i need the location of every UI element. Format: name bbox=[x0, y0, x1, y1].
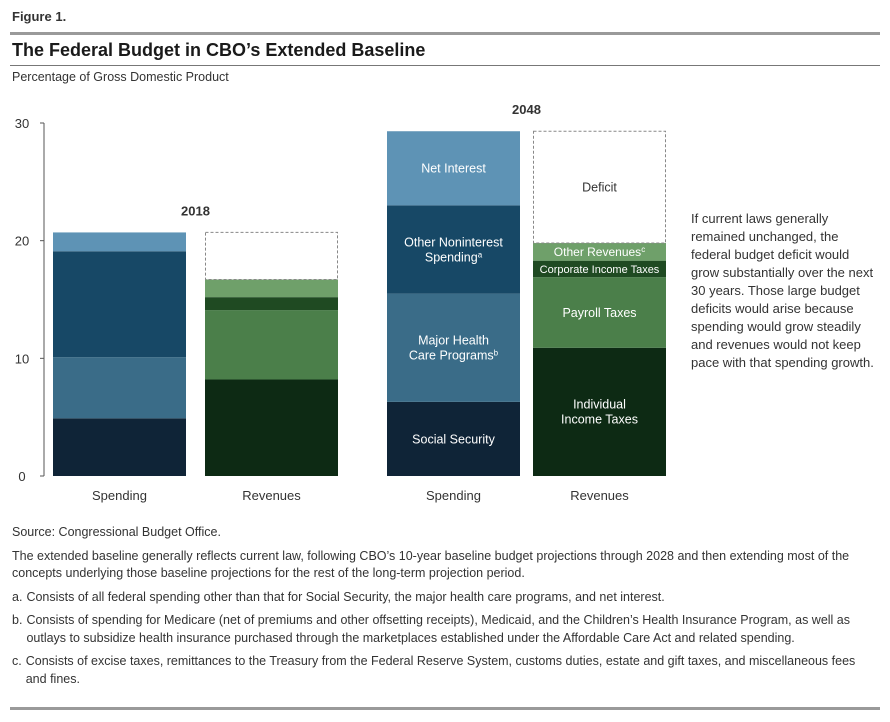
footnote-key: a. bbox=[12, 589, 23, 604]
individual-income-taxes-label: Individual Income Taxes bbox=[561, 398, 638, 427]
year-label: 2018 bbox=[181, 203, 210, 218]
bottom-rule bbox=[10, 707, 880, 710]
chart-annotation: If current laws generally remained uncha… bbox=[691, 211, 874, 370]
footnote-key: c. bbox=[12, 654, 22, 668]
corporate-income-taxes-bar-segment bbox=[533, 260, 666, 278]
footnote-text: Consists of spending for Medicare (net o… bbox=[26, 613, 850, 645]
other-noninterest-spending-label: Other Noninterest Spendinga bbox=[404, 235, 503, 264]
title-rule bbox=[10, 65, 880, 66]
deficit-segment bbox=[205, 231, 338, 280]
net-interest-bar-segment bbox=[53, 232, 186, 252]
payroll-taxes-bar-segment bbox=[205, 310, 338, 380]
chart-subtitle: Percentage of Gross Domestic Product bbox=[12, 70, 229, 84]
other-revenues-bar-segment bbox=[533, 243, 666, 261]
other-noninterest-spending-bar-segment bbox=[387, 205, 520, 294]
top-rule bbox=[10, 32, 880, 35]
corporate-income-taxes-bar-segment bbox=[205, 297, 338, 311]
payroll-taxes-label: Payroll Taxes bbox=[562, 306, 636, 320]
footnote-text: Consists of excise taxes, remittances to… bbox=[25, 654, 856, 686]
category-label: Revenues bbox=[242, 488, 301, 503]
social-security-label: Social Security bbox=[412, 432, 495, 446]
description-note: The extended baseline generally reflects… bbox=[12, 548, 850, 581]
individual-income-taxes-bar-segment bbox=[205, 379, 338, 476]
y-tick-label: 20 bbox=[15, 234, 29, 249]
deficit-label: Deficit bbox=[582, 181, 617, 195]
major-health-care-programs-bar-segment bbox=[53, 357, 186, 419]
social-security-bar-segment bbox=[387, 401, 520, 476]
other-revenues-label: Other Revenuesc bbox=[554, 245, 645, 260]
social-security-bar-segment bbox=[53, 418, 186, 476]
figure-title: The Federal Budget in CBO’s Extended Bas… bbox=[12, 40, 426, 60]
footnote-c: c. Consists of excise taxes, remittances… bbox=[12, 653, 878, 688]
figure-label: Figure 1. bbox=[12, 9, 67, 24]
category-label: Spending bbox=[426, 488, 481, 503]
net-interest-bar-segment bbox=[387, 131, 520, 206]
payroll-taxes-bar-segment bbox=[533, 277, 666, 348]
footnote-text: Consists of all federal spending other t… bbox=[26, 589, 665, 604]
category-label: Spending bbox=[92, 488, 147, 503]
category-label: Revenues bbox=[570, 488, 629, 503]
footnote-key: b. bbox=[12, 613, 23, 627]
major-health-care-programs-label: Major Health Care Programsb bbox=[409, 334, 499, 363]
other-revenues-bar-segment bbox=[205, 279, 338, 298]
stacked-bar-chart: 0 10 20 30 Spending Revenues 2018 Social Securi… bbox=[15, 102, 666, 503]
y-tick-label: 30 bbox=[15, 116, 29, 131]
figure-notes: Source: Congressional Budget Office. The… bbox=[12, 524, 878, 694]
deficit-segment bbox=[533, 130, 666, 244]
corporate-income-taxes-label: Corporate Income Taxes bbox=[540, 264, 660, 276]
year-label: 2048 bbox=[512, 102, 541, 117]
major-health-care-programs-bar-segment bbox=[387, 293, 520, 402]
other-noninterest-spending-bar-segment bbox=[53, 251, 186, 358]
source-note: Source: Congressional Budget Office. bbox=[12, 525, 221, 539]
y-tick-label: 10 bbox=[15, 351, 29, 366]
individual-income-taxes-bar-segment bbox=[533, 347, 666, 476]
footnote-a: a. Consists of all federal spending othe… bbox=[12, 589, 878, 607]
net-interest-label: Net Interest bbox=[421, 162, 486, 176]
footnote-b: b. Consists of spending for Medicare (ne… bbox=[12, 612, 878, 647]
y-tick-label: 0 bbox=[18, 469, 25, 484]
